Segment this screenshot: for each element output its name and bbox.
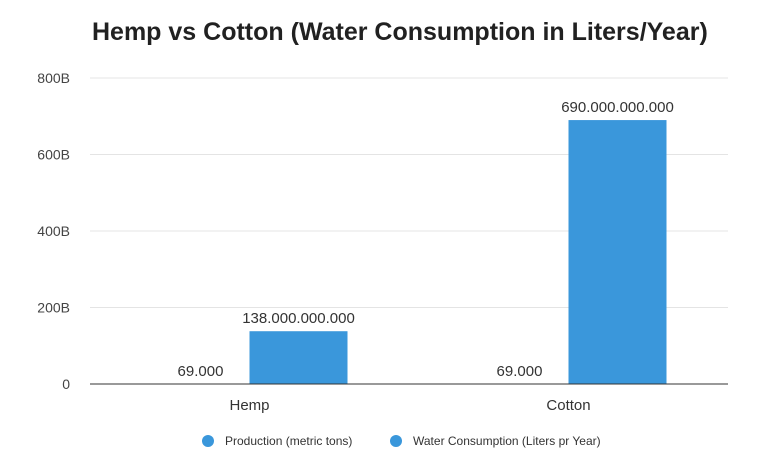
chart-title: Hemp vs Cotton (Water Consumption in Lit… [92, 18, 708, 46]
legend: Production (metric tons) Water Consumptio… [202, 434, 601, 448]
data-label-cotton-series-1: 69.000 [497, 363, 543, 380]
legend-label-1: Production (metric tons) [225, 434, 352, 448]
y-tick-label: 800B [37, 70, 70, 86]
bar-cotton-series-2 [568, 120, 667, 384]
y-tick-label: 200B [37, 300, 70, 316]
y-tick-label: 0 [62, 376, 70, 392]
bars [151, 120, 667, 384]
data-label-cotton-series-2: 690.000.000.000 [561, 99, 674, 116]
bar-hemp-series-2 [249, 331, 348, 384]
axes: 0 200B 400B 600B 800B Hemp Cotton [37, 70, 728, 414]
legend-label-2: Water Consumption (Liters pr Year) [413, 434, 601, 448]
data-label-hemp-series-2: 138.000.000.000 [242, 310, 355, 327]
x-tick-label-hemp: Hemp [229, 397, 269, 414]
legend-marker-2 [390, 435, 402, 447]
data-labels: 69.000 138.000.000.000 69.000 690.000.000.0… [178, 99, 674, 380]
legend-marker-1 [202, 435, 214, 447]
x-tick-label-cotton: Cotton [546, 397, 590, 414]
y-tick-label: 600B [37, 147, 70, 163]
data-label-hemp-series-1: 69.000 [178, 363, 224, 380]
y-tick-label: 400B [37, 223, 70, 239]
